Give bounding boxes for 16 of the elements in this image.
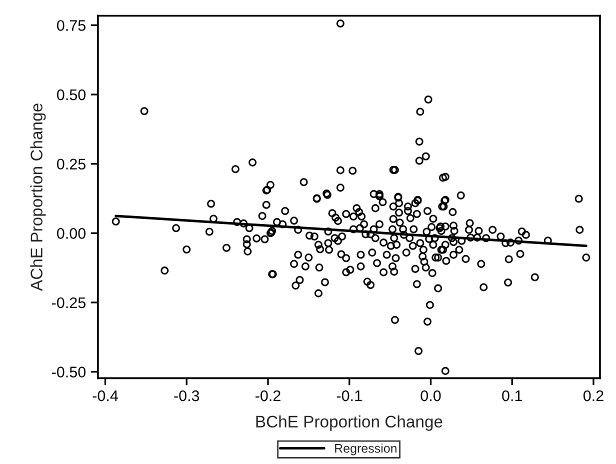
x-tick-label: -0.1 bbox=[336, 390, 362, 402]
x-tick-label: 0.2 bbox=[583, 390, 604, 402]
y-tick-label: 0.25 bbox=[57, 158, 86, 170]
y-tick-label: -0.50 bbox=[52, 366, 86, 378]
y-tick-label: 0.50 bbox=[57, 89, 86, 100]
y-tick-label: 0.75 bbox=[57, 20, 86, 31]
x-tick-label: -0.4 bbox=[92, 390, 118, 402]
x-axis-title: BChE Proportion Change bbox=[256, 415, 442, 431]
x-tick-label: 0.1 bbox=[502, 390, 522, 402]
x-tick-label: -0.2 bbox=[256, 390, 280, 402]
x-tick-label: -0.3 bbox=[174, 390, 200, 402]
y-tick-label: 0.00 bbox=[57, 228, 86, 239]
legend-label: Regression bbox=[335, 444, 396, 456]
y-tick-label: -0.25 bbox=[52, 297, 86, 308]
x-tick-label: 0.0 bbox=[420, 390, 441, 402]
y-axis-title: AChE Proportion Change bbox=[30, 104, 46, 291]
